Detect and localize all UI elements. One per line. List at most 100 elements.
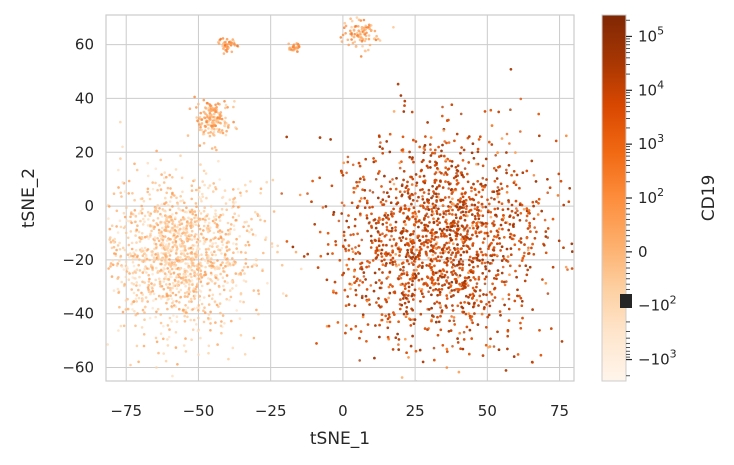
scatter-point xyxy=(459,301,463,305)
scatter-point xyxy=(241,269,244,272)
scatter-point xyxy=(461,225,465,228)
scatter-point xyxy=(512,181,516,184)
scatter-point xyxy=(490,143,494,146)
scatter-point xyxy=(471,221,475,225)
scatter-point xyxy=(481,214,485,217)
scatter-point xyxy=(398,190,402,193)
scatter-point xyxy=(220,117,224,121)
scatter-point xyxy=(213,300,217,303)
scatter-point xyxy=(255,308,258,312)
scatter-point xyxy=(495,190,499,193)
scatter-point xyxy=(391,249,395,252)
scatter-point xyxy=(458,331,462,335)
scatter-point xyxy=(359,212,362,216)
scatter-point xyxy=(450,164,454,168)
scatter-point xyxy=(455,132,459,136)
scatter-point xyxy=(427,308,431,311)
scatter-point xyxy=(165,215,168,218)
scatter-point xyxy=(513,299,517,303)
scatter-point xyxy=(250,217,253,221)
scatter-point xyxy=(161,257,164,261)
scatter-point xyxy=(370,226,374,229)
scatter-point xyxy=(448,228,452,231)
scatter-point xyxy=(507,307,511,311)
scatter-point xyxy=(222,267,225,270)
scatter-point xyxy=(448,212,451,215)
scatter-point xyxy=(397,348,401,351)
scatter-point xyxy=(149,232,152,236)
scatter-point xyxy=(380,259,384,263)
scatter-point xyxy=(527,252,530,255)
scatter-point xyxy=(163,171,166,174)
scatter-point xyxy=(443,140,447,143)
scatter-point xyxy=(497,348,501,352)
scatter-point xyxy=(194,255,198,259)
scatter-point xyxy=(367,298,371,302)
scatter-point xyxy=(215,303,219,307)
scatter-point xyxy=(160,203,163,206)
scatter-point xyxy=(398,166,402,170)
scatter-point xyxy=(190,268,194,272)
scatter-point xyxy=(171,281,175,285)
scatter-point xyxy=(184,284,187,288)
scatter-point xyxy=(464,210,468,214)
scatter-point xyxy=(189,272,192,276)
scatter-point xyxy=(517,248,521,251)
scatter-point xyxy=(516,294,519,298)
scatter-point xyxy=(209,131,212,134)
scatter-point xyxy=(179,154,182,157)
scatter-point xyxy=(423,327,427,330)
scatter-point xyxy=(174,240,178,243)
scatter-point xyxy=(560,340,564,343)
scatter-point xyxy=(166,225,170,228)
scatter-point xyxy=(477,278,481,281)
scatter-point xyxy=(454,280,458,283)
scatter-point xyxy=(412,138,415,142)
scatter-point xyxy=(194,294,197,298)
scatter-point xyxy=(399,94,403,97)
scatter-point xyxy=(417,195,420,199)
scatter-point xyxy=(364,27,368,31)
scatter-point xyxy=(287,42,291,46)
scatter-point xyxy=(381,152,385,155)
scatter-point xyxy=(194,202,198,205)
scatter-point xyxy=(485,178,488,181)
scatter-point xyxy=(390,234,393,238)
scatter-point xyxy=(190,238,194,242)
scatter-point xyxy=(470,189,473,193)
scatter-point xyxy=(198,227,202,231)
scatter-point xyxy=(222,270,225,273)
scatter-point xyxy=(440,272,443,276)
scatter-point xyxy=(223,43,227,47)
scatter-point xyxy=(216,116,219,119)
scatter-point xyxy=(101,279,104,282)
scatter-point xyxy=(461,268,464,272)
scatter-point xyxy=(371,191,375,194)
scatter-point xyxy=(126,236,130,240)
scatter-point xyxy=(174,305,178,308)
scatter-point xyxy=(358,199,362,203)
scatter-point xyxy=(165,239,169,242)
scatter-point xyxy=(418,251,421,255)
scatter-point xyxy=(455,216,458,219)
scatter-point xyxy=(352,35,356,39)
scatter-point xyxy=(388,270,392,274)
scatter-point xyxy=(413,210,417,214)
scatter-point xyxy=(191,247,194,251)
scatter-point xyxy=(232,40,236,43)
scatter-point xyxy=(500,187,504,190)
scatter-point xyxy=(216,102,220,105)
scatter-point xyxy=(450,315,453,318)
scatter-point xyxy=(183,320,187,323)
scatter-point xyxy=(139,197,143,201)
scatter-point xyxy=(155,340,159,344)
scatter-point xyxy=(315,342,318,345)
scatter-point xyxy=(130,247,134,251)
scatter-point xyxy=(169,294,172,298)
scatter-point xyxy=(497,192,501,195)
scatter-point xyxy=(456,202,459,206)
scatter-point xyxy=(414,192,417,195)
scatter-point xyxy=(204,172,208,175)
scatter-point xyxy=(130,281,134,285)
scatter-point xyxy=(435,259,439,263)
